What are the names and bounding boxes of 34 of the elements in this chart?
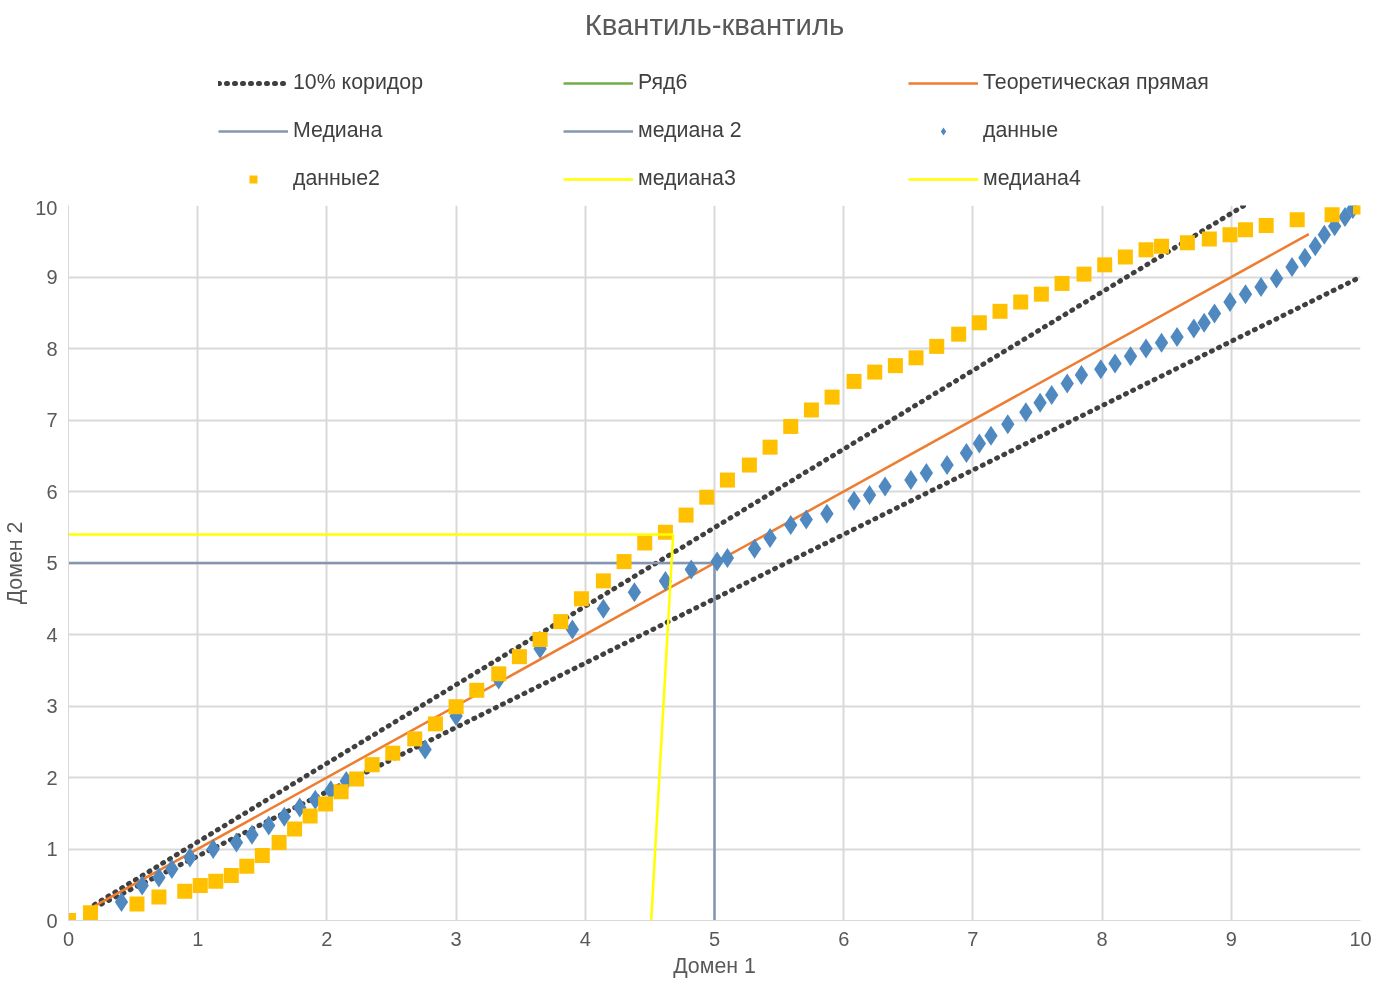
legend-label: медиана 2 [638, 118, 743, 143]
y-tick-label: 6 [46, 480, 58, 503]
x-tick-label: 1 [192, 927, 204, 950]
legend-label: Ряд6 [638, 70, 689, 95]
y-tick-label: 7 [46, 409, 58, 431]
legend-label: Теоретическая прямая [983, 70, 1210, 95]
x-tick-label: 0 [62, 927, 75, 950]
legend-label: данные [983, 118, 1060, 143]
x-tick-label: 8 [1096, 927, 1108, 950]
y-tick-label: 4 [46, 623, 58, 646]
y-tick-label: 9 [46, 266, 58, 288]
x-tick-label: 3 [450, 927, 462, 950]
x-tick-label: 4 [579, 927, 591, 950]
chart-title: Квантиль-квантиль [584, 7, 845, 41]
x-tick-label: 10 [1349, 927, 1372, 950]
x-tick-label: 5 [708, 927, 721, 950]
legend-label: Медиана [293, 118, 384, 143]
y-tick-label: 3 [46, 695, 58, 717]
y-tick-label: 0 [46, 909, 58, 932]
y-tick-label: 1 [46, 838, 58, 860]
x-tick-label: 2 [321, 927, 333, 950]
y-axis-title: Домен 2 [3, 521, 28, 605]
legend-label: медиана3 [638, 166, 737, 191]
x-axis-title: Домен 1 [673, 953, 756, 978]
x-tick-label: 9 [1225, 927, 1237, 950]
legend-label: данные2 [293, 166, 381, 191]
legend-label: 10% коридор [293, 70, 424, 95]
x-tick-label: 7 [967, 927, 979, 950]
y-tick-label: 2 [46, 766, 58, 789]
y-tick-label: 8 [46, 337, 58, 360]
legend-label: медиана4 [983, 166, 1082, 191]
x-tick-label: 6 [838, 927, 850, 950]
y-tick-label: 10 [35, 196, 58, 219]
y-tick-label: 5 [46, 552, 58, 574]
